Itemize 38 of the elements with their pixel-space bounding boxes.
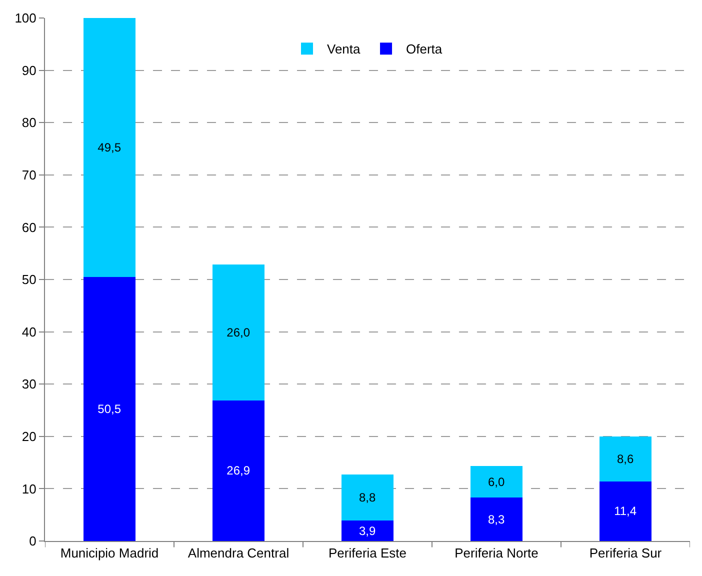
y-tick-label: 20 bbox=[22, 428, 36, 444]
data-label: 26,9 bbox=[226, 464, 250, 478]
bar bbox=[84, 276, 136, 541]
y-tick-label: 70 bbox=[22, 167, 36, 182]
legend-label: Venta bbox=[327, 42, 362, 57]
bar bbox=[84, 18, 136, 277]
data-label: 50,5 bbox=[98, 402, 122, 416]
bar bbox=[212, 400, 264, 541]
bar bbox=[212, 264, 264, 400]
x-tick-label: Municipio Madrid bbox=[60, 546, 159, 561]
data-label: 49,5 bbox=[98, 140, 122, 154]
bar bbox=[470, 498, 522, 541]
y-tick-label: 30 bbox=[22, 376, 36, 392]
y-tick-label: 50 bbox=[22, 272, 36, 288]
bar bbox=[342, 474, 394, 521]
x-tick-label: Periferia Sur bbox=[589, 546, 662, 561]
x-tick-label: Periferia Norte bbox=[454, 546, 538, 561]
bar bbox=[600, 481, 652, 541]
data-label: 6,0 bbox=[488, 474, 506, 489]
y-tick-label: 40 bbox=[22, 324, 36, 340]
y-tick-label: 90 bbox=[22, 62, 36, 78]
data-label: 8,3 bbox=[488, 512, 506, 526]
y-tick-label: 80 bbox=[22, 115, 36, 130]
data-label: 11,4 bbox=[614, 504, 637, 518]
y-tick-label: 100 bbox=[14, 10, 36, 26]
data-label: 8,6 bbox=[616, 452, 634, 466]
bar bbox=[342, 520, 394, 541]
x-tick-label: Almendra Central bbox=[188, 546, 290, 561]
bar bbox=[470, 466, 522, 498]
x-tick-label: Periferia Este bbox=[328, 546, 407, 561]
data-label: 8,8 bbox=[358, 490, 376, 505]
bar bbox=[600, 436, 652, 482]
y-tick-label: 0 bbox=[29, 534, 36, 549]
y-tick-label: 10 bbox=[22, 481, 36, 496]
data-label: 26,0 bbox=[226, 325, 250, 340]
data-label: 3,9 bbox=[358, 524, 376, 538]
y-tick-label: 60 bbox=[22, 220, 36, 235]
legend-label: Oferta bbox=[406, 42, 443, 57]
